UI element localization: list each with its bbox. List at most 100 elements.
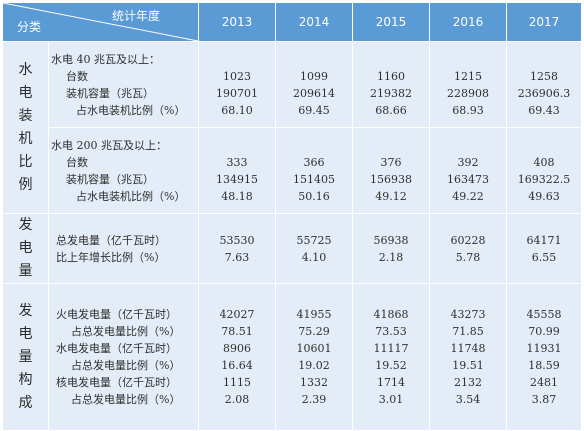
group-char: 机	[18, 130, 33, 147]
block-composition-2017: 45558 70.99 11931 18.59 2481 3.87	[506, 283, 582, 431]
row-label: 比上年增长比例（%）	[56, 250, 166, 264]
header-year-2014: 2014	[275, 2, 353, 42]
cell-value: 42027	[219, 308, 255, 321]
header-year-2013: 2013	[198, 2, 276, 42]
cell-value	[430, 137, 506, 154]
cell-value: 68.66	[375, 103, 407, 117]
row-label: 水电 200 兆瓦及以上：	[51, 138, 167, 152]
block-composition-2016: 43273 71.85 11748 19.51 2132 3.54	[429, 283, 507, 431]
group-char: 构	[18, 371, 33, 388]
cell-value: 2132	[454, 376, 482, 389]
block-hydro-200mw-2013: 333 134915 48.18	[198, 127, 276, 214]
block-generation-2015: 56938 2.18	[352, 213, 430, 284]
cell-value: 10601	[296, 342, 332, 355]
cell-value: 1160	[377, 69, 405, 83]
block-hydro-200mw-labels: 水电 200 兆瓦及以上： 台数 装机容量（兆瓦） 占水电装机比例（%）	[48, 127, 199, 214]
row-label: 占水电装机比例（%）	[76, 189, 186, 203]
cell-value	[430, 51, 506, 68]
block-composition-2014: 41955 75.29 10601 19.02 1332 2.39	[275, 283, 353, 431]
block-hydro-200mw-2016: 392 163473 49.22	[429, 127, 507, 214]
header-category-label: 分类	[17, 20, 42, 34]
block-hydro-40mw-2016: 1215 228908 68.93	[429, 41, 507, 128]
row-label: 占水电装机比例（%）	[76, 103, 186, 117]
row-label: 装机容量（兆瓦）	[66, 86, 154, 100]
block-hydro-200mw-2017: 408 169322.5 49.63	[506, 127, 582, 214]
group-char: 电	[18, 325, 33, 342]
cell-value: 236906.3	[517, 86, 571, 100]
cell-value	[276, 51, 352, 68]
group-hydro-installed-ratio-label: 水 电 装 机 比 例	[2, 41, 49, 214]
block-hydro-200mw-2015: 376 156938 49.12	[352, 127, 430, 214]
cell-value: 134915	[216, 172, 258, 186]
cell-value: 1215	[454, 69, 482, 83]
cell-value: 2.18	[378, 250, 404, 264]
block-hydro-40mw-2013: 1023 190701 68.10	[198, 41, 276, 128]
cell-value	[199, 137, 275, 154]
cell-value: 376	[380, 155, 402, 169]
header-year-2017: 2017	[506, 2, 582, 42]
row-label: 台数	[66, 69, 88, 83]
cell-value	[507, 137, 581, 154]
cell-value: 1023	[223, 69, 251, 83]
row-label: 台数	[66, 155, 88, 169]
block-hydro-40mw-2014: 1099 209614 69.45	[275, 41, 353, 128]
cell-value: 5.78	[455, 250, 481, 264]
cell-value: 60228	[450, 233, 486, 247]
cell-value: 75.29	[298, 325, 330, 338]
cell-value: 71.85	[452, 325, 484, 338]
group-char: 发	[18, 302, 33, 319]
header-stat-year-label: 统计年度	[111, 9, 160, 23]
block-hydro-40mw-labels: 水电 40 兆瓦及以上： 台数 装机容量（兆瓦） 占水电装机比例（%）	[48, 41, 199, 128]
cell-value: 3.54	[455, 393, 481, 406]
block-generation-labels: 总发电量（亿千瓦时） 比上年增长比例（%）	[48, 213, 199, 284]
corner-diagonal-line	[3, 3, 198, 41]
cell-value: 4.10	[301, 250, 327, 264]
cell-value: 69.43	[528, 103, 560, 117]
block-composition-labels: 火电发电量（亿千瓦时） 占总发电量比例（%） 水电发电量（亿千瓦时） 占总发电量…	[48, 283, 199, 431]
block-generation-2014: 55725 4.10	[275, 213, 353, 284]
cell-value: 53530	[219, 233, 255, 247]
block-hydro-40mw-2017: 1258 236906.3 69.43	[506, 41, 582, 128]
cell-value	[353, 137, 429, 154]
cell-value: 41868	[373, 308, 409, 321]
cell-value: 11931	[526, 342, 562, 355]
cell-value: 3.01	[378, 393, 404, 406]
group-generation-composition-label: 发 电 量 构 成	[2, 283, 49, 431]
cell-value: 69.45	[298, 103, 330, 117]
cell-value: 2481	[530, 376, 558, 389]
group-generation-label: 发 电 量	[2, 213, 49, 284]
row-label: 总发电量（亿千瓦时）	[56, 233, 166, 247]
group-char: 装	[18, 107, 33, 124]
cell-value	[507, 51, 581, 68]
block-composition-2015: 41868 73.53 11117 19.52 1714 3.01	[352, 283, 430, 431]
row-label: 火电发电量（亿千瓦时）	[56, 308, 177, 321]
cell-value	[276, 137, 352, 154]
group-char: 比	[18, 153, 33, 170]
group-char: 水	[18, 61, 33, 78]
cell-value: 8906	[223, 342, 251, 355]
cell-value: 7.63	[224, 250, 250, 264]
row-label: 占总发电量比例（%）	[71, 359, 181, 372]
cell-value: 16.64	[221, 359, 253, 372]
cell-value: 6.55	[531, 250, 557, 264]
cell-value	[353, 51, 429, 68]
block-generation-2013: 53530 7.63	[198, 213, 276, 284]
cell-value: 64171	[526, 233, 562, 247]
header-year-2016: 2016	[429, 2, 507, 42]
cell-value: 392	[457, 155, 479, 169]
cell-value: 45558	[526, 308, 562, 321]
cell-value: 11117	[373, 342, 409, 355]
cell-value: 1258	[530, 69, 558, 83]
cell-value: 2.39	[301, 393, 327, 406]
header-corner-cell: 统计年度 分类	[2, 2, 199, 42]
cell-value: 228908	[447, 86, 489, 100]
cell-value: 366	[303, 155, 325, 169]
cell-value: 78.51	[221, 325, 253, 338]
cell-value: 48.18	[221, 189, 253, 203]
row-label: 水电发电量（亿千瓦时）	[56, 342, 177, 355]
cell-value: 49.63	[528, 189, 560, 203]
cell-value: 1099	[300, 69, 328, 83]
cell-value: 209614	[293, 86, 335, 100]
cell-value: 333	[226, 155, 248, 169]
